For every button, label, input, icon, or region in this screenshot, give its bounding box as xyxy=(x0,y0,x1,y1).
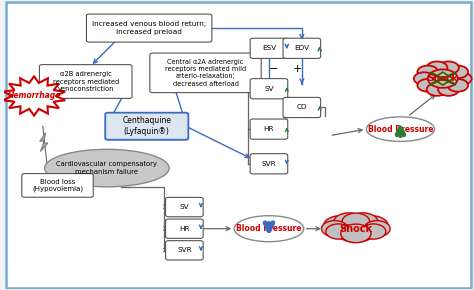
Text: Blood Pressure: Blood Pressure xyxy=(236,224,301,233)
FancyBboxPatch shape xyxy=(250,119,288,139)
Text: HR: HR xyxy=(179,226,190,232)
FancyBboxPatch shape xyxy=(165,197,203,217)
Circle shape xyxy=(447,66,468,78)
Text: SV: SV xyxy=(264,86,274,92)
FancyBboxPatch shape xyxy=(165,219,203,238)
FancyBboxPatch shape xyxy=(22,174,93,197)
Circle shape xyxy=(355,216,388,236)
Circle shape xyxy=(418,66,438,78)
Circle shape xyxy=(428,69,458,88)
Ellipse shape xyxy=(234,216,304,242)
Text: HR: HR xyxy=(264,126,274,132)
Text: ESV: ESV xyxy=(262,45,276,51)
Text: Increased venous blood return;
increased preload: Increased venous blood return; increased… xyxy=(92,21,206,35)
Circle shape xyxy=(334,215,378,242)
FancyBboxPatch shape xyxy=(283,38,320,58)
Text: Hemorrhage: Hemorrhage xyxy=(8,91,61,100)
Circle shape xyxy=(427,83,447,96)
Circle shape xyxy=(361,224,386,239)
FancyBboxPatch shape xyxy=(250,79,288,99)
Text: α2B adrenergic
receptors mediated
venoconstriction: α2B adrenergic receptors mediated venoco… xyxy=(53,71,119,92)
FancyBboxPatch shape xyxy=(105,113,188,140)
Text: EDV: EDV xyxy=(294,45,310,51)
FancyBboxPatch shape xyxy=(39,65,132,98)
Text: Centhaquine
(Lyfaquin®): Centhaquine (Lyfaquin®) xyxy=(122,116,171,136)
Circle shape xyxy=(447,79,468,92)
Ellipse shape xyxy=(45,149,169,187)
Circle shape xyxy=(427,61,447,74)
Text: SVR: SVR xyxy=(177,247,191,253)
Circle shape xyxy=(326,224,351,239)
Text: −: − xyxy=(269,64,278,74)
Circle shape xyxy=(364,221,390,237)
Circle shape xyxy=(438,83,459,96)
Circle shape xyxy=(418,79,438,92)
Text: SVR: SVR xyxy=(262,161,276,167)
Text: Cardiovascular compensatory
mechanism failure: Cardiovascular compensatory mechanism fa… xyxy=(56,161,157,175)
Circle shape xyxy=(348,213,378,231)
Circle shape xyxy=(438,61,459,74)
Text: Central α2A adrenergic
receptors mediated mild
arterio-relaxation;
decreased aft: Central α2A adrenergic receptors mediate… xyxy=(165,59,246,87)
FancyBboxPatch shape xyxy=(165,241,203,260)
FancyBboxPatch shape xyxy=(6,2,471,288)
Circle shape xyxy=(414,72,435,85)
Text: Blood Pressure: Blood Pressure xyxy=(368,125,433,134)
Text: Shock: Shock xyxy=(339,224,373,234)
Circle shape xyxy=(342,213,370,230)
Text: SV: SV xyxy=(180,204,189,210)
Ellipse shape xyxy=(366,117,435,142)
Circle shape xyxy=(341,224,371,243)
Text: Shock: Shock xyxy=(428,74,458,83)
Text: CO: CO xyxy=(297,104,307,110)
Polygon shape xyxy=(40,133,48,151)
Polygon shape xyxy=(3,76,65,115)
Circle shape xyxy=(324,216,356,236)
Circle shape xyxy=(451,72,472,85)
Circle shape xyxy=(321,221,348,237)
FancyBboxPatch shape xyxy=(250,38,288,58)
FancyBboxPatch shape xyxy=(86,14,212,42)
Text: Blood loss
(Hypovolemia): Blood loss (Hypovolemia) xyxy=(32,179,83,192)
Text: +: + xyxy=(292,64,302,74)
FancyBboxPatch shape xyxy=(150,53,261,93)
FancyBboxPatch shape xyxy=(283,97,320,117)
Circle shape xyxy=(334,213,364,231)
FancyBboxPatch shape xyxy=(250,154,288,174)
